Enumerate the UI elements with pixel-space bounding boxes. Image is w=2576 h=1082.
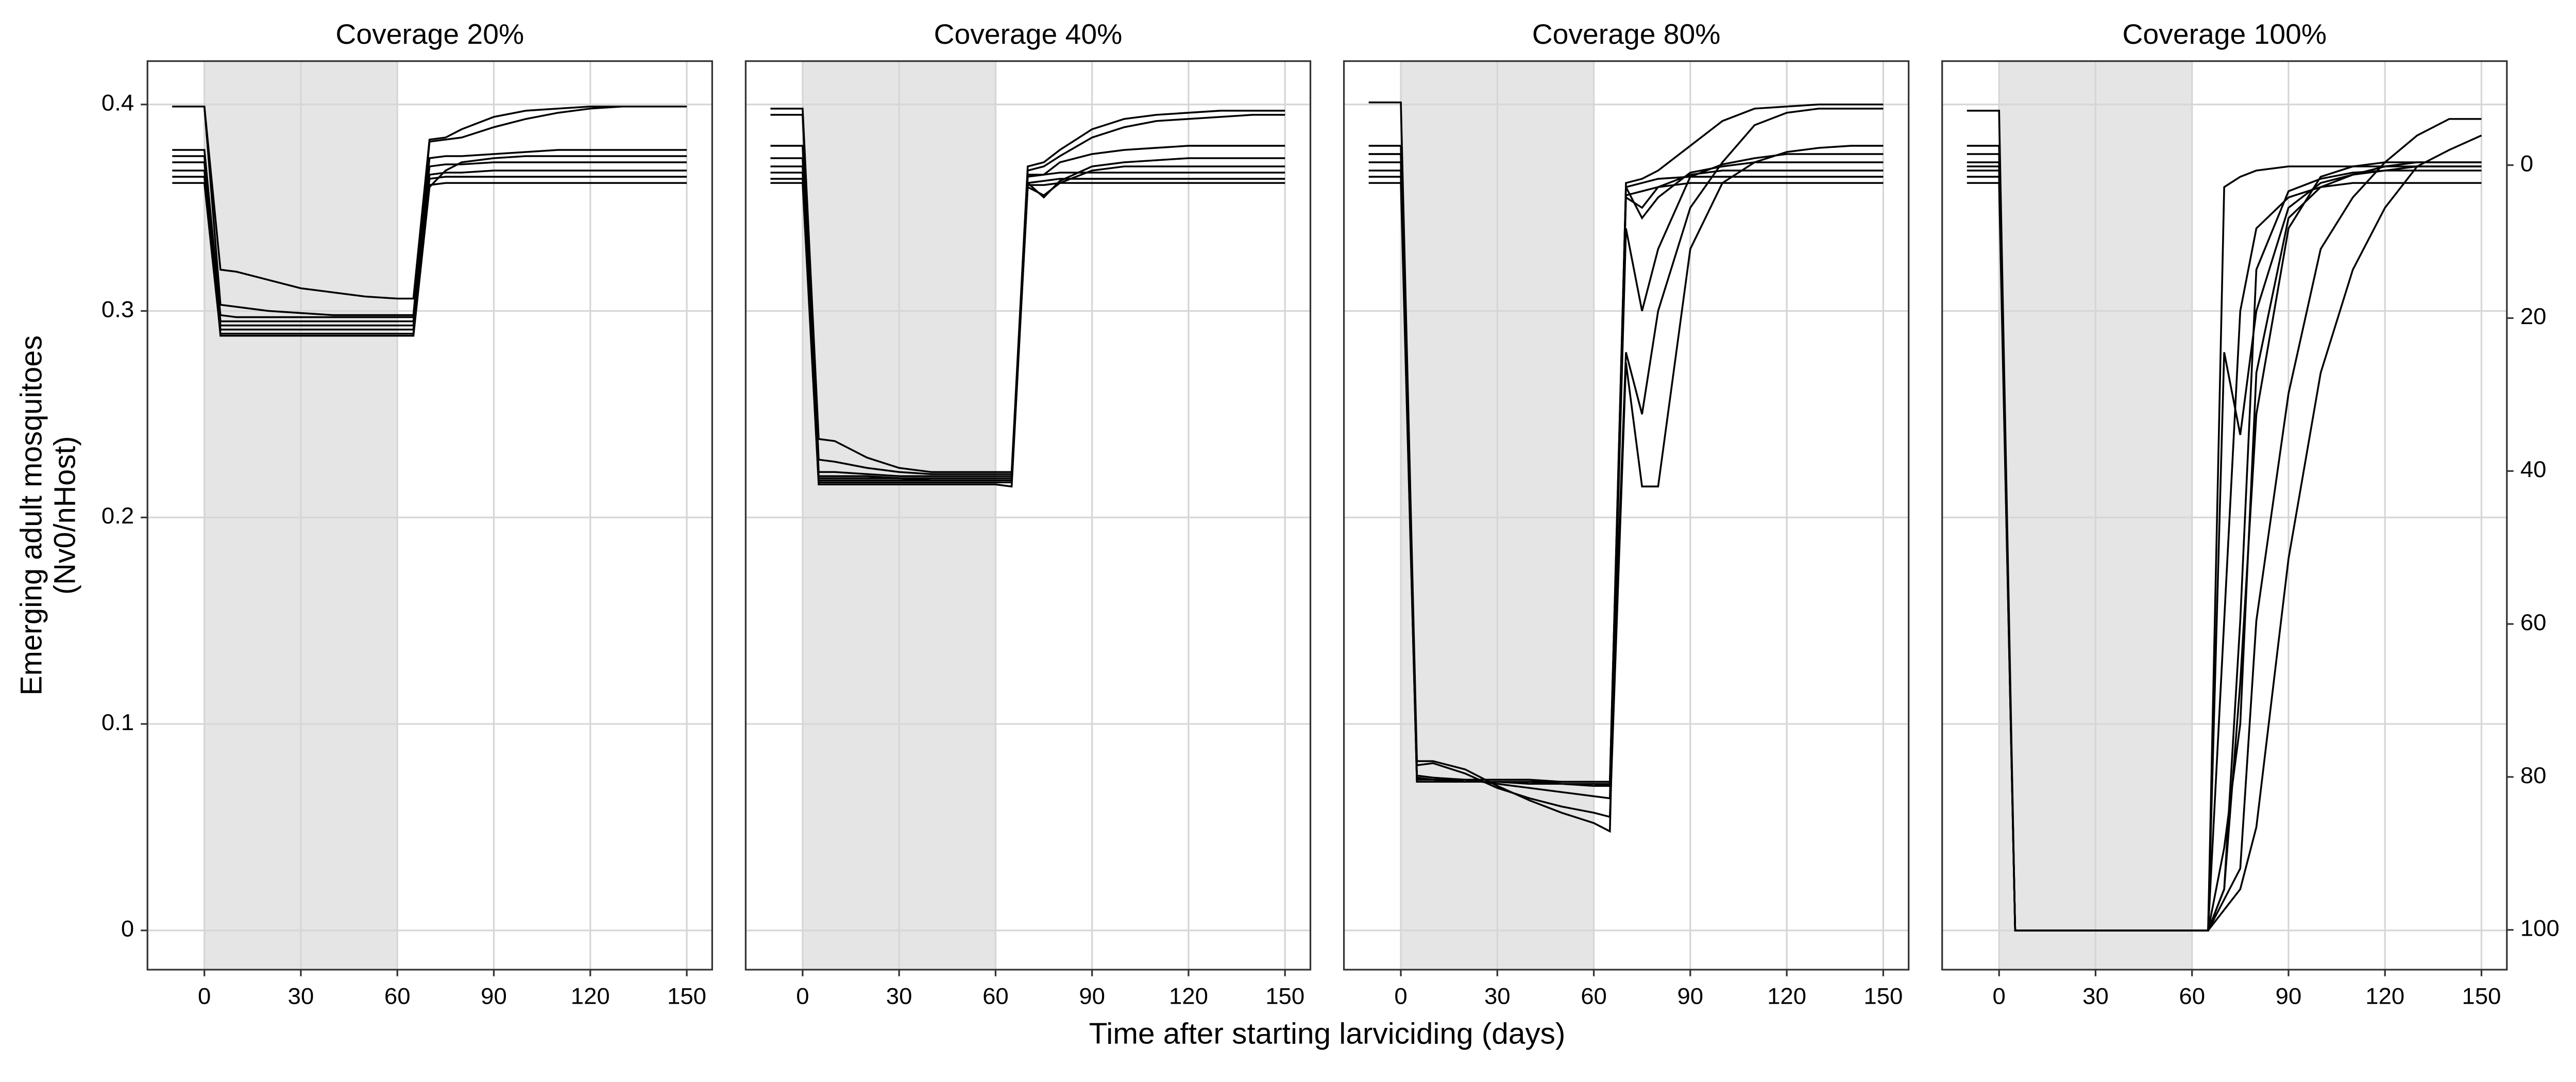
x-tick-label: 30 bbox=[288, 983, 314, 1009]
series-line bbox=[172, 155, 687, 337]
y-axis-title: (Nv0/nHost) bbox=[48, 436, 81, 595]
x-tick-label: 30 bbox=[1484, 983, 1511, 1009]
x-tick-label: 90 bbox=[2276, 983, 2302, 1009]
y-tick-label: 0.1 bbox=[101, 709, 134, 735]
panel-border bbox=[1941, 60, 2508, 971]
series-line bbox=[1368, 182, 1884, 785]
x-tick-label: 30 bbox=[2082, 983, 2109, 1009]
y2-tick-label: 100 bbox=[2520, 915, 2560, 941]
series-line bbox=[1967, 165, 2482, 932]
x-tick-label: 120 bbox=[1169, 983, 1208, 1009]
x-tick-label: 30 bbox=[886, 983, 912, 1009]
x-tick-label: 0 bbox=[796, 983, 809, 1009]
x-tick-label: 0 bbox=[1993, 983, 2006, 1009]
x-tick-label: 60 bbox=[384, 983, 411, 1009]
x-tick-label: 120 bbox=[2365, 983, 2404, 1009]
x-tick-label: 0 bbox=[1394, 983, 1407, 1009]
x-tick-label: 60 bbox=[2179, 983, 2205, 1009]
x-tick-label: 90 bbox=[1677, 983, 1703, 1009]
x-tick-label: 150 bbox=[1863, 983, 1903, 1009]
panel-title: Coverage 40% bbox=[934, 18, 1123, 50]
panel-border bbox=[146, 60, 713, 971]
series-line bbox=[1368, 108, 1884, 783]
x-tick-label: 90 bbox=[481, 983, 507, 1009]
x-tick-label: 150 bbox=[667, 983, 706, 1009]
y-tick-label: 0.2 bbox=[101, 502, 134, 529]
panel-title: Coverage 80% bbox=[1532, 18, 1721, 50]
x-tick-label: 120 bbox=[571, 983, 610, 1009]
x-tick-label: 0 bbox=[198, 983, 211, 1009]
x-tick-label: 150 bbox=[2462, 983, 2501, 1009]
panel-border bbox=[744, 60, 1312, 971]
panel-title: Coverage 20% bbox=[335, 18, 524, 50]
y-axis-title: Emerging adult mosquitoes bbox=[14, 335, 48, 696]
x-axis-title: Time after starting larviciding (days) bbox=[1089, 1017, 1566, 1051]
x-tick-label: 60 bbox=[982, 983, 1009, 1009]
y-tick-label: 0 bbox=[121, 916, 134, 942]
y2-tick-label: 60 bbox=[2520, 609, 2547, 635]
y2-tick-label: 80 bbox=[2520, 762, 2547, 788]
series-line bbox=[172, 106, 687, 316]
y2-tick-label: 40 bbox=[2520, 456, 2547, 482]
panel-border bbox=[1343, 60, 1910, 971]
x-tick-label: 60 bbox=[1581, 983, 1607, 1009]
x-tick-label: 120 bbox=[1767, 983, 1806, 1009]
y-tick-label: 0.4 bbox=[101, 90, 134, 116]
y2-tick-label: 0 bbox=[2520, 150, 2533, 177]
x-tick-label: 90 bbox=[1079, 983, 1105, 1009]
y2-tick-label: 20 bbox=[2520, 303, 2547, 330]
y-tick-label: 0.3 bbox=[101, 296, 134, 323]
x-tick-label: 150 bbox=[1265, 983, 1304, 1009]
panel-title: Coverage 100% bbox=[2123, 18, 2327, 50]
series-line bbox=[770, 182, 1285, 488]
